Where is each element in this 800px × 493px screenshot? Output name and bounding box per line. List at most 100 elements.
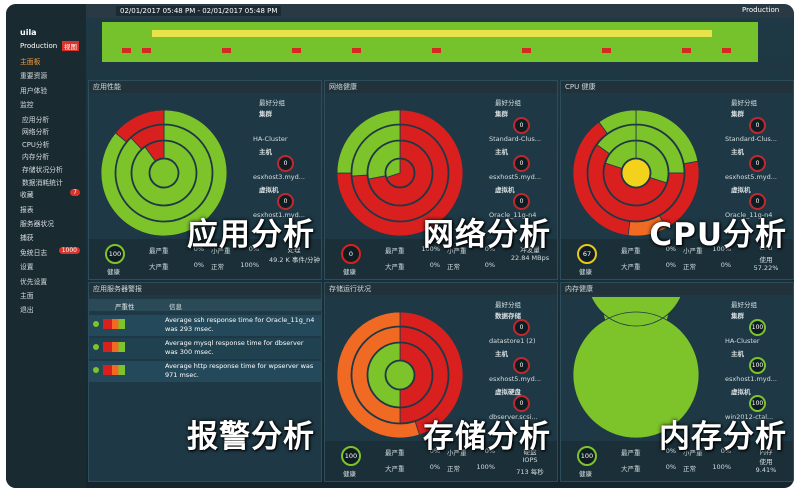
stats-bar [561,441,793,481]
health-score: 100 [341,446,361,466]
submenu-item[interactable]: 存储状况分析 [22,166,63,174]
side-score: 0 [749,193,766,210]
health-state: 健康 [579,268,592,276]
side-role: 集群 [495,110,508,118]
stat-label: 小严重 [683,247,703,255]
side-role: 主机 [731,148,744,156]
menu-item[interactable]: 退出 [20,306,34,315]
stat-label: 大严重 [149,263,169,271]
timeline-alert [142,48,151,53]
side-score: 0 [749,117,766,134]
menu-item[interactable]: 收藏 [20,191,34,200]
side-score: 0 [513,395,530,412]
stat-value: 0% [429,463,440,471]
stat-label: 正常 [211,263,224,271]
severity-icon [93,367,99,373]
sunburst-segment [572,297,700,439]
side-score: 100 [749,357,766,374]
menu-item[interactable]: 捕获 [20,234,34,243]
stats-bar [561,239,793,279]
stat-label: 大严重 [621,263,641,271]
sunburst-segment [367,342,401,408]
side-score: 0 [277,155,294,172]
stat-value: 0% [484,245,495,253]
side-score: 100 [749,319,766,336]
menu-item[interactable]: 设置 [20,263,34,272]
panel: 存储运行状况 最好分组 数据存储 0 datastore1 (2) 主机 0 esxhost5… [324,282,558,482]
menu-item[interactable]: 优先设置 [20,277,48,286]
table-header [89,299,321,311]
sunburst-segment [149,158,179,188]
stat-label: 最严重 [385,247,405,255]
sunburst-segment [399,342,433,408]
submenu-item[interactable]: 应用分析 [22,115,50,124]
submenu-item[interactable]: 内存分析 [22,153,50,162]
stat-value: 0% [665,447,676,455]
menu-item[interactable]: 监控 [20,101,34,110]
panel: 应用性能 最好分组 集群 HA-Cluster 主机 0 esxhost3.myd... 虚拟… [88,80,322,280]
health-score: 67 [577,244,597,264]
table-col-severity: 严重性 [115,303,135,311]
menu-item[interactable]: 主面 [20,292,34,300]
timeline-alert [292,48,301,53]
overlay-label: 内存分析 [659,419,787,455]
stat-value: 0% [720,261,731,269]
menu-item[interactable]: 服务器状况 [20,220,54,228]
submenu-item[interactable]: 网络分析 [22,128,50,137]
menu-item[interactable]: 报表 [20,205,34,214]
sunburst-segment [368,140,433,206]
timeline-alert [722,48,731,53]
metric-text: 使用 [759,458,773,466]
side-score: 100 [749,395,766,412]
side-heading: 最好分组 [495,301,521,309]
sunburst-segment [603,162,667,206]
side-name: dbserver.scsi... [489,413,538,421]
menu-item[interactable]: 主面板 [20,58,41,66]
submenu-item[interactable]: 数据消耗统计 [22,178,63,187]
metric-text: 57.22% [753,264,779,272]
timeline-alert [222,48,231,53]
side-role: 虚拟硬盘 [495,388,521,396]
sunburst [572,297,700,439]
timeline-alert [522,48,531,53]
stat-value: 100% [240,261,259,269]
stat-value: 100% [421,245,440,253]
side-name: Standard-Clus... [725,135,777,143]
sunburst-segment [351,326,401,424]
timeline-alert [432,48,441,53]
stat-value: 100% [712,463,731,471]
brand: uila [20,28,37,37]
table-row [89,338,321,359]
metric-text: 冲发量 [520,246,540,254]
stat-label: 小严重 [447,449,467,457]
env-menu[interactable]: Production [742,6,780,14]
metric-text: 22.84 MBps [510,254,550,262]
severity-bar [103,319,125,329]
sunburst-segment [131,140,197,206]
timeline-alert [682,48,691,53]
table-row [89,315,321,336]
sunburst-segment [605,140,637,169]
table-row [89,361,321,382]
menu-item[interactable]: 重要资源 [20,72,48,81]
sunburst-segment [385,158,401,178]
side-score: 0 [513,117,530,134]
menu-item[interactable]: 用户体验 [20,86,48,95]
stat-value: 0% [484,261,495,269]
panel-title: 网络健康 [325,81,557,93]
sunburst [572,109,700,237]
sunburst-segment [598,109,637,134]
stat-label: 小严重 [683,449,703,457]
stat-value: 0% [429,447,440,455]
submenu-item[interactable]: CPU分析 [22,140,50,149]
sunburst [336,109,464,237]
overlay-label: 报警分析 [187,419,315,455]
timeline-alert [602,48,611,53]
menu-item[interactable]: 免统日志 [20,248,48,257]
side-role: 集群 [259,110,272,118]
health-state: 健康 [579,470,592,478]
date-range[interactable]: 02/01/2017 05:48 PM - 02/01/2017 05:48 P… [116,6,282,16]
stat-label: 大严重 [621,465,641,473]
side-score: 0 [513,193,530,210]
sunburst-segment [385,360,415,390]
